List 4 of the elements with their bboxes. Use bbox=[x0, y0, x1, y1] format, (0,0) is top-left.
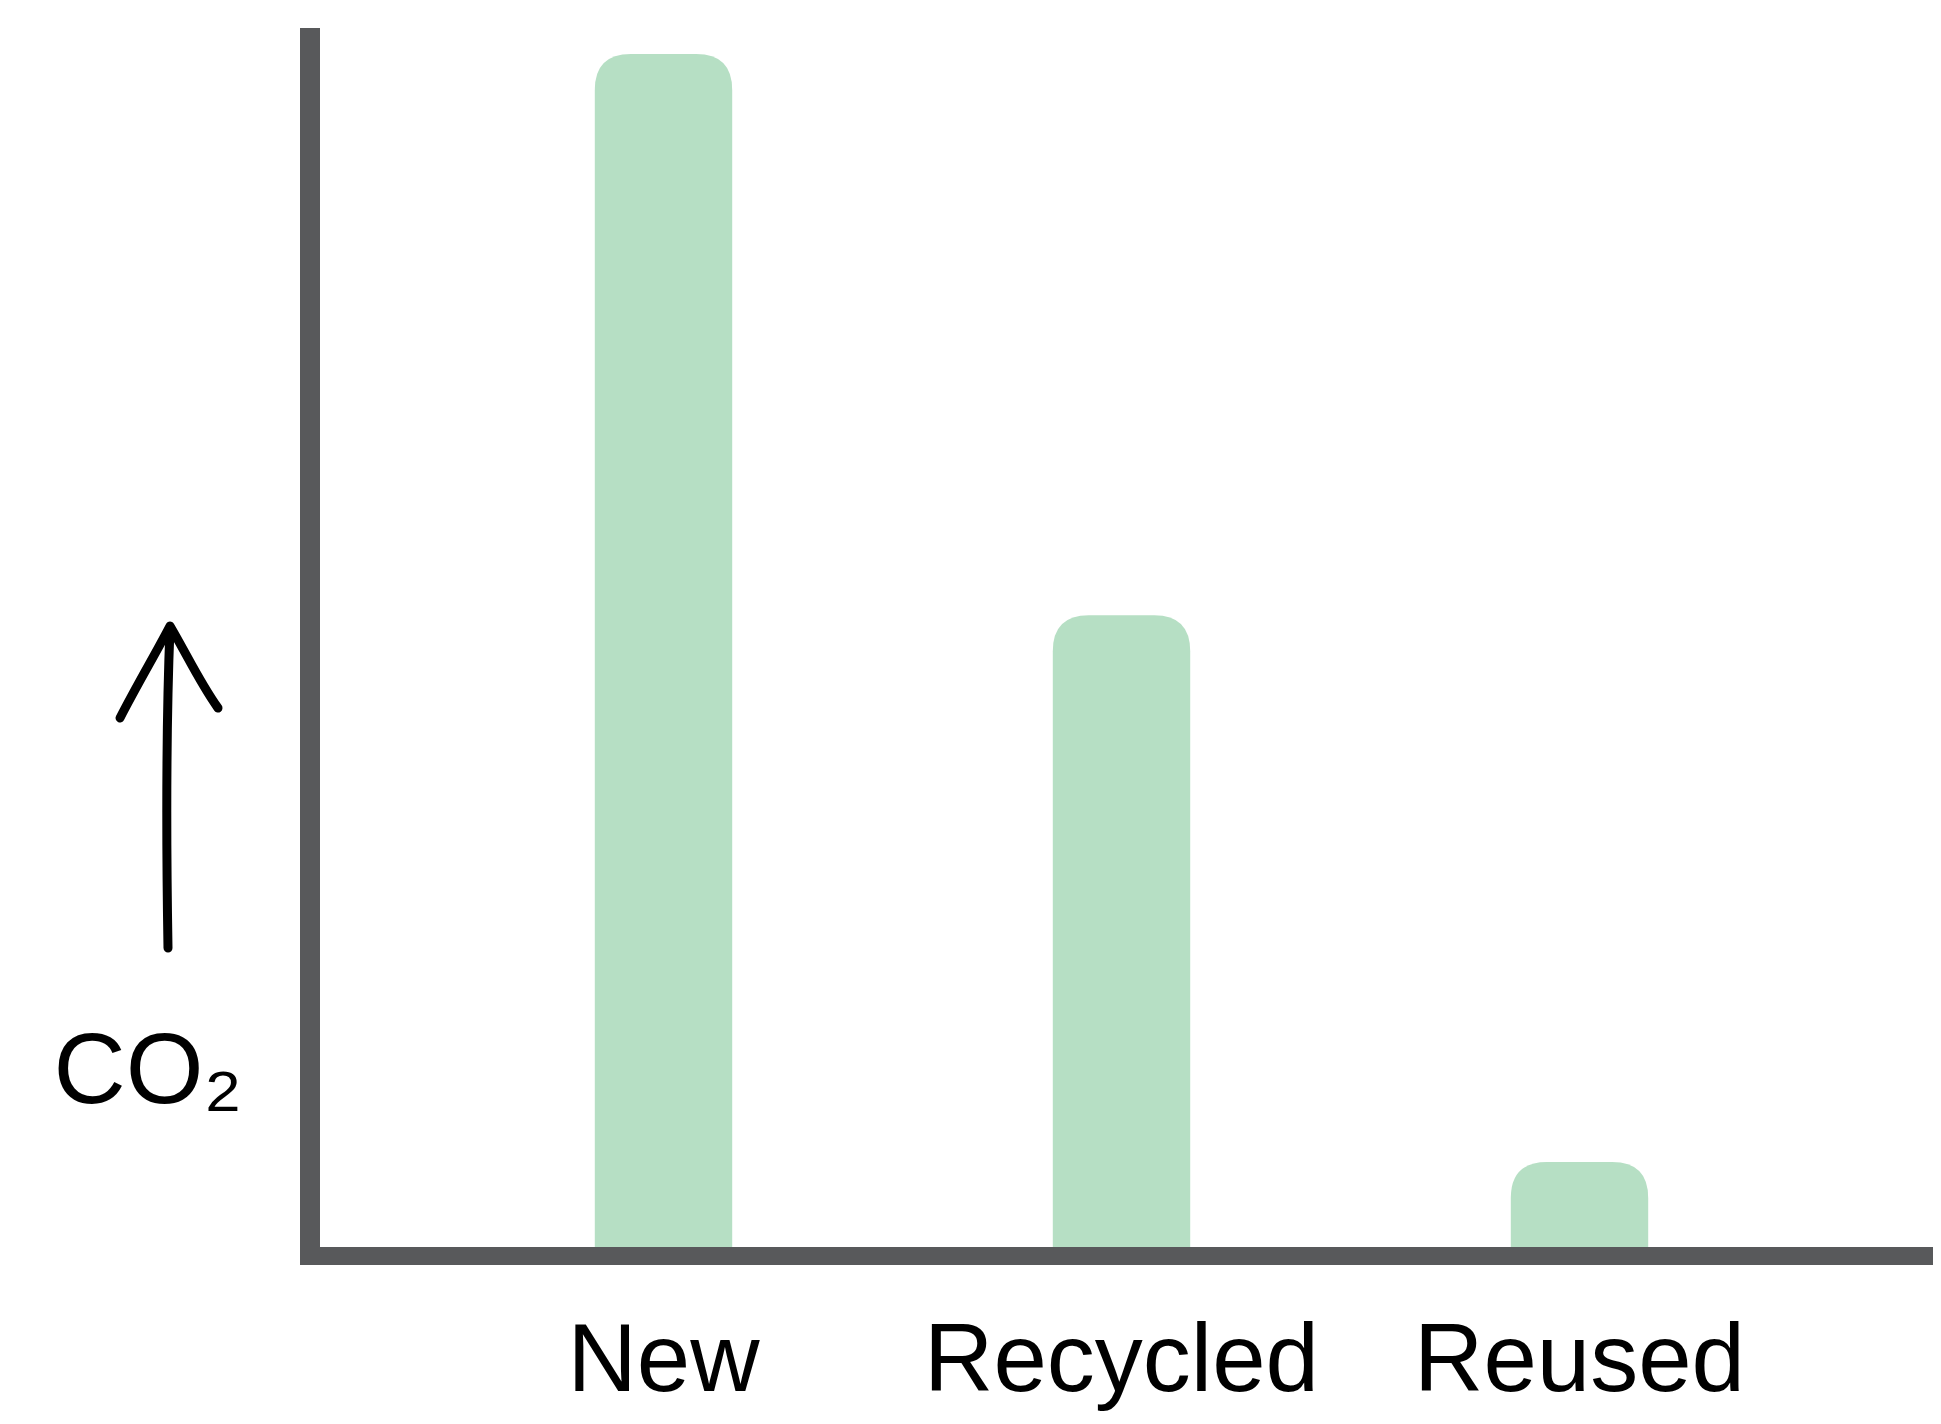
x-tick-label: Reused bbox=[1414, 1304, 1745, 1411]
x-tick-label: Recycled bbox=[924, 1304, 1319, 1411]
y-axis-title: CO₂ bbox=[53, 1012, 243, 1124]
x-tick-label: New bbox=[567, 1304, 761, 1411]
